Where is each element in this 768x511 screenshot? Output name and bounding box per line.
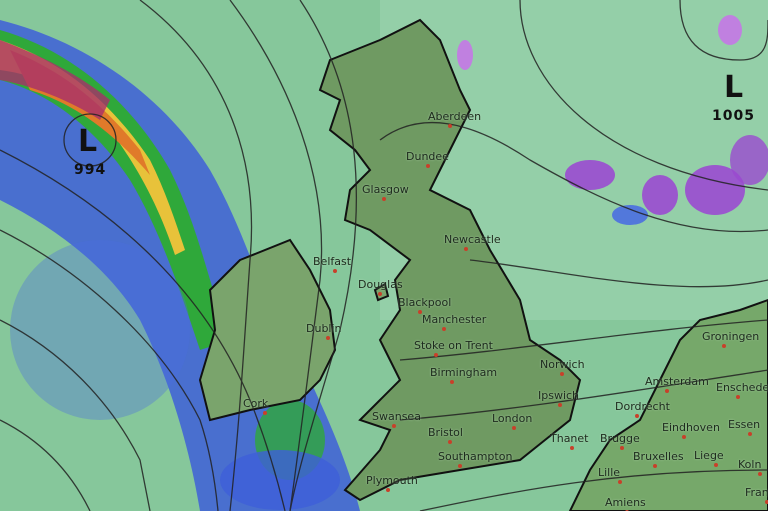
city-marker [450, 380, 454, 384]
continent [568, 298, 768, 511]
city-label: Frankfurt [745, 486, 768, 499]
city-marker [458, 464, 462, 468]
city-label: Plymouth [366, 474, 418, 487]
city-marker [620, 446, 624, 450]
city-label: Enschede [716, 381, 768, 394]
city-label: Dublin [306, 322, 342, 335]
city-marker [558, 403, 562, 407]
city-label: Thanet [550, 432, 589, 445]
city-label: Amsterdam [645, 375, 709, 388]
city-label: Koln [738, 458, 762, 471]
pressure-value: 1005 [712, 108, 755, 124]
city-label: Essen [728, 418, 761, 431]
great-britain [318, 18, 582, 502]
city-label: Blackpool [398, 296, 452, 309]
low-pressure-symbol: L [724, 70, 744, 105]
city-marker [570, 446, 574, 450]
city-label: Brugge [600, 432, 640, 445]
ireland [198, 238, 337, 422]
city-marker [665, 389, 669, 393]
city-marker [512, 426, 516, 430]
city-label: Norwich [540, 358, 585, 371]
city-marker [464, 247, 468, 251]
city-marker [382, 197, 386, 201]
city-label: Stoke on Trent [414, 339, 493, 352]
city-label: Amiens [605, 496, 646, 509]
city-label: Glasgow [362, 183, 409, 196]
city-marker [560, 372, 564, 376]
city-label: Ipswich [538, 389, 580, 402]
city-marker [714, 463, 718, 467]
city-marker [722, 344, 726, 348]
city-label: Southampton [438, 450, 513, 463]
pressure-value: 994 [74, 162, 107, 178]
city-marker [418, 310, 422, 314]
city-label: Aberdeen [428, 110, 482, 123]
city-marker [333, 269, 337, 273]
city-label: London [492, 412, 533, 425]
city-marker [618, 480, 622, 484]
city-label: Dundee [406, 150, 449, 163]
city-marker [442, 327, 446, 331]
city-marker [448, 124, 452, 128]
city-label: Belfast [313, 255, 352, 268]
low-pressure-symbol: L [78, 124, 98, 159]
city-label: Cork [243, 397, 269, 410]
city-marker [326, 336, 330, 340]
city-label: Groningen [702, 330, 760, 343]
city-marker [748, 432, 752, 436]
city-marker [386, 488, 390, 492]
city-label: Douglas [358, 278, 403, 291]
city-marker [758, 472, 762, 476]
city-marker [434, 353, 438, 357]
city-label: Manchester [422, 313, 487, 326]
city-marker [635, 414, 639, 418]
city-marker [392, 424, 396, 428]
city-label: Birmingham [430, 366, 498, 379]
city-label: Bruxelles [633, 450, 684, 463]
city-label: Lille [598, 466, 621, 479]
city-label: Eindhoven [662, 421, 720, 434]
city-marker [263, 411, 267, 415]
city-label: Dordrecht [615, 400, 670, 413]
city-marker [682, 435, 686, 439]
city-marker [378, 292, 382, 296]
city-label: Newcastle [444, 233, 501, 246]
city-label: Liege [694, 449, 724, 462]
city-marker [653, 464, 657, 468]
city-label: Swansea [372, 410, 421, 423]
city-marker [448, 440, 452, 444]
city-marker [765, 500, 768, 504]
city-marker [426, 164, 430, 168]
city-marker [736, 395, 740, 399]
city-label: Bristol [428, 426, 463, 439]
